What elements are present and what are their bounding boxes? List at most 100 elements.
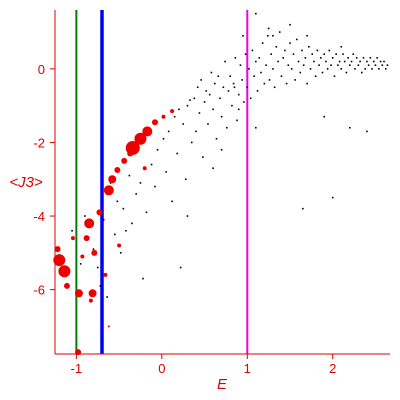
small-point: [294, 79, 296, 81]
large-point: [107, 325, 110, 328]
large-point: [80, 254, 85, 259]
small-point: [319, 57, 322, 59]
large-point: [84, 218, 95, 229]
large-point: [88, 298, 93, 303]
small-point: [359, 60, 361, 63]
x-tick-label: 0: [158, 361, 165, 376]
small-point: [220, 149, 223, 151]
large-point: [121, 157, 128, 164]
small-point: [343, 60, 346, 63]
small-point: [272, 68, 274, 70]
small-point: [309, 68, 312, 70]
large-points: [53, 109, 175, 356]
small-point: [182, 123, 184, 125]
small-point: [142, 277, 144, 280]
small-point: [289, 23, 291, 26]
small-point: [125, 229, 127, 232]
small-point: [367, 64, 370, 66]
x-axis-label: E: [217, 376, 228, 393]
small-point: [378, 68, 380, 70]
small-point: [202, 156, 204, 158]
small-point: [349, 126, 351, 129]
small-point: [255, 12, 257, 15]
y-tick-label: -2: [33, 135, 45, 150]
small-point: [198, 112, 201, 114]
small-point: [287, 64, 290, 66]
small-point: [290, 68, 293, 70]
large-point: [114, 167, 121, 174]
small-point: [296, 38, 298, 41]
small-point: [208, 93, 211, 96]
small-point: [265, 64, 267, 66]
small-point: [212, 167, 214, 170]
small-point: [222, 86, 225, 89]
small-point: [366, 60, 368, 63]
small-point: [323, 53, 325, 55]
y-axis-label: <J3>: [9, 174, 43, 191]
small-point: [224, 60, 226, 63]
small-point: [241, 79, 243, 81]
small-point: [302, 207, 304, 210]
small-point: [71, 229, 73, 232]
large-point: [103, 185, 114, 196]
small-point: [243, 101, 245, 103]
small-point: [258, 57, 261, 59]
small-point: [212, 108, 214, 111]
small-point: [273, 86, 276, 89]
small-point: [239, 64, 242, 66]
small-point: [242, 34, 244, 37]
small-point: [205, 90, 208, 92]
small-point: [354, 68, 356, 70]
small-point: [217, 75, 220, 78]
large-point: [103, 272, 108, 277]
small-point: [215, 137, 218, 140]
vertical-lines: [75, 10, 249, 354]
small-point: [114, 233, 116, 236]
ticks: -1 0 1 2 0 -2 -4 -6: [33, 62, 336, 376]
small-point: [219, 97, 221, 100]
small-point: [306, 34, 308, 37]
small-point: [207, 123, 209, 125]
small-point: [167, 130, 170, 133]
small-point: [357, 64, 360, 66]
small-point: [331, 57, 334, 59]
small-point: [99, 285, 102, 287]
small-point: [333, 75, 336, 78]
small-point: [275, 45, 278, 48]
small-point: [237, 108, 240, 111]
small-point: [360, 71, 363, 74]
small-point: [96, 266, 99, 269]
small-point: [173, 115, 176, 118]
x-tick-label: 1: [244, 361, 251, 376]
small-point: [165, 171, 167, 173]
small-point: [79, 263, 82, 265]
small-point: [150, 163, 153, 166]
small-point: [292, 53, 295, 55]
small-point: [186, 215, 189, 217]
small-point: [386, 64, 389, 66]
small-point: [135, 193, 137, 195]
small-point: [355, 57, 358, 59]
small-point: [318, 64, 320, 66]
large-point: [161, 114, 166, 119]
small-point: [184, 178, 187, 181]
small-point: [139, 182, 142, 184]
small-point: [266, 34, 269, 37]
small-point: [237, 93, 240, 96]
small-point: [255, 126, 257, 129]
large-point: [83, 235, 90, 242]
small-point: [325, 60, 327, 63]
large-point: [88, 289, 97, 298]
large-point: [170, 109, 175, 114]
small-point: [314, 75, 317, 78]
small-point: [328, 49, 331, 52]
small-point: [214, 82, 216, 85]
small-point: [102, 218, 105, 221]
small-point: [316, 49, 319, 52]
small-point: [330, 64, 332, 66]
small-point: [193, 97, 196, 100]
small-point: [234, 57, 237, 59]
small-point: [366, 130, 368, 133]
small-point: [227, 90, 230, 92]
small-point: [384, 68, 387, 70]
